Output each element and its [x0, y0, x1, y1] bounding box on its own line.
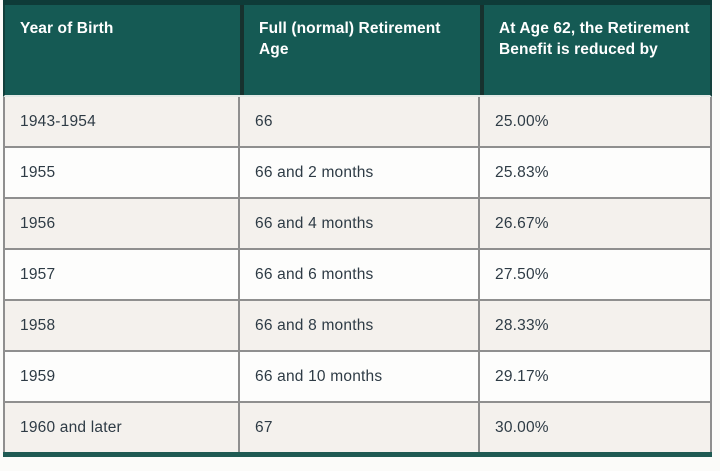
cell-retirement-age: 66 and 2 months [238, 148, 478, 197]
cell-year: 1957 [20, 265, 56, 283]
table-body: 1943-1954 66 25.00% 1955 66 and 2 months… [3, 97, 712, 452]
table-header-row: Year of Birth Full (normal) Retirement A… [3, 5, 712, 97]
retirement-benefit-table: Year of Birth Full (normal) Retirement A… [3, 0, 712, 457]
cell-reduction: 30.00% [478, 403, 710, 452]
cell-retirement-age: 66 and 4 months [238, 199, 478, 248]
table-row: 1943-1954 66 25.00% [5, 97, 710, 148]
table-row: 1957 66 and 6 months 27.50% [5, 250, 710, 301]
header-cell-full-retirement-age: Full (normal) Retirement Age [240, 5, 480, 95]
cell-retirement-age: 66 [238, 97, 478, 146]
header-cell-reduction-at-62: At Age 62, the Retirement Benefit is red… [480, 5, 710, 95]
cell-year: 1943-1954 [20, 112, 96, 130]
table-bottom-border [3, 452, 712, 457]
cell-retirement-age: 66 and 8 months [238, 301, 478, 350]
cell-year: 1955 [20, 163, 56, 181]
cell-year: 1960 and later [20, 418, 122, 436]
table-top-border [3, 0, 712, 5]
cell-reduction: 28.33% [478, 301, 710, 350]
cell-reduction: 27.50% [478, 250, 710, 299]
table-row: 1956 66 and 4 months 26.67% [5, 199, 710, 250]
cell-reduction: 25.00% [478, 97, 710, 146]
table-row: 1960 and later 67 30.00% [5, 403, 710, 452]
cell-retirement-age: 67 [238, 403, 478, 452]
cell-retirement-age: 66 and 10 months [238, 352, 478, 401]
table-row: 1959 66 and 10 months 29.17% [5, 352, 710, 403]
cell-reduction: 26.67% [478, 199, 710, 248]
cell-retirement-age: 66 and 6 months [238, 250, 478, 299]
table-row: 1958 66 and 8 months 28.33% [5, 301, 710, 352]
cell-reduction: 29.17% [478, 352, 710, 401]
cell-year: 1959 [20, 367, 56, 385]
cell-year: 1956 [20, 214, 56, 232]
header-cell-year-of-birth: Year of Birth [20, 20, 114, 37]
cell-reduction: 25.83% [478, 148, 710, 197]
cell-year: 1958 [20, 316, 56, 334]
table-row: 1955 66 and 2 months 25.83% [5, 148, 710, 199]
